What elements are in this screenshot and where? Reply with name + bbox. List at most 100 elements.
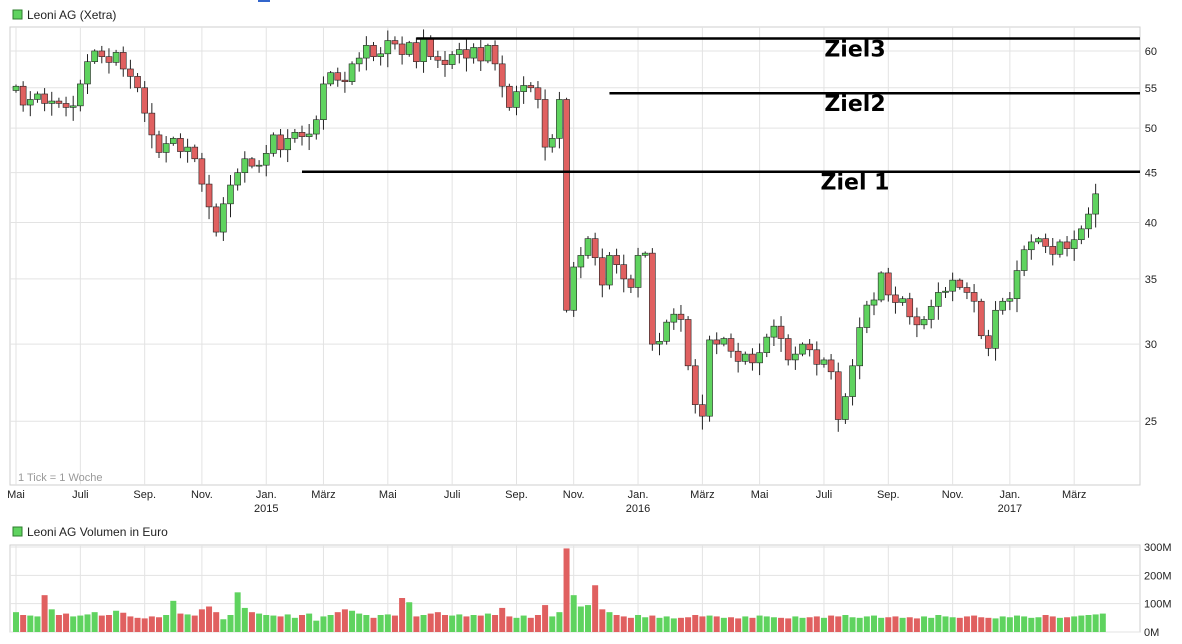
volume-bar: [585, 605, 591, 632]
candle: [534, 81, 542, 109]
x-tick-label: Jan.: [628, 489, 649, 501]
candle: [112, 49, 120, 66]
volume-bar: [463, 616, 470, 632]
volume-bar: [728, 617, 734, 632]
candle-body-up: [927, 306, 935, 320]
volume-bar: [356, 613, 363, 632]
candle-body-down: [591, 238, 599, 259]
candle-body-up: [84, 61, 91, 85]
candle: [513, 85, 520, 116]
candle: [484, 43, 492, 64]
x-tick-label: Juli: [444, 489, 461, 501]
volume-bar: [470, 615, 477, 632]
candle-body-down: [598, 257, 606, 286]
candle: [920, 316, 928, 330]
candle-body-down: [813, 349, 821, 365]
volume-bar: [148, 616, 155, 632]
candle: [34, 91, 41, 103]
candle: [556, 91, 563, 149]
candle: [1006, 291, 1014, 311]
candle: [355, 52, 363, 72]
candle: [177, 133, 184, 159]
candle-body-up: [820, 359, 828, 365]
volume-bar: [427, 613, 434, 632]
volume-bar: [492, 615, 499, 632]
candle: [184, 138, 191, 163]
volume-panel: 0M 100M 200M 300M Leoni AG Volumen in Euro: [9, 525, 1172, 639]
candle: [1092, 183, 1099, 228]
volume-bar: [534, 615, 541, 632]
candle: [270, 132, 277, 157]
candle-body-up: [513, 91, 520, 108]
candle-body-up: [305, 133, 313, 137]
candle-body-up: [320, 83, 327, 121]
volume-bar: [163, 615, 170, 632]
volume-bar: [921, 616, 928, 632]
candle-body-up: [291, 132, 299, 139]
candle-body-up: [484, 45, 492, 62]
candle: [827, 354, 835, 380]
candle-body-up: [548, 138, 556, 148]
candle: [98, 45, 106, 64]
candle: [820, 357, 828, 368]
x-year-label: 2015: [254, 503, 278, 515]
candle-body-up: [69, 105, 77, 108]
candle: [341, 71, 349, 93]
candle-body-down: [620, 264, 628, 280]
candle-body-up: [663, 321, 670, 342]
volume-bar: [277, 616, 284, 632]
volume-bar: [756, 615, 763, 632]
x-year-label: 2017: [998, 503, 1022, 515]
volume-bar: [635, 615, 642, 632]
candle-body-up: [1070, 239, 1078, 249]
candle: [985, 329, 992, 357]
volume-bar: [220, 619, 227, 632]
candle: [405, 40, 413, 57]
volume-bar: [306, 613, 313, 632]
volume-bar: [1092, 614, 1099, 632]
candle: [684, 316, 692, 371]
candle: [763, 333, 771, 358]
candle: [606, 252, 613, 290]
volume-bar: [341, 609, 348, 632]
volume-bar: [248, 612, 255, 632]
candle: [248, 157, 256, 169]
volume-bar: [34, 616, 41, 632]
volume-bar: [677, 617, 684, 632]
candle: [713, 332, 721, 355]
candle: [856, 317, 864, 380]
candle: [620, 254, 628, 293]
volume-bar: [113, 610, 120, 632]
candle: [1013, 260, 1021, 313]
candle-body-up: [234, 172, 241, 186]
candle: [119, 46, 127, 77]
volume-bar: [685, 617, 692, 632]
candle-body-down: [191, 146, 199, 160]
candle: [413, 37, 420, 69]
candle: [942, 286, 949, 298]
candle: [363, 36, 370, 71]
volume-bar: [391, 615, 398, 632]
candle-body-down: [177, 138, 184, 152]
candle-body-up: [1028, 241, 1035, 251]
candle-body-up: [949, 279, 956, 292]
candle-body-up: [763, 336, 771, 353]
volume-bar: [627, 617, 634, 632]
candle-body-up: [327, 72, 334, 85]
candle-body-up: [48, 100, 56, 104]
candle: [906, 292, 914, 325]
volume-bar: [849, 617, 856, 632]
price-legend-label: Leoni AG (Xetra): [27, 8, 116, 22]
candle: [298, 125, 306, 146]
volume-bar: [856, 617, 863, 632]
candle: [756, 343, 763, 376]
volume-bar: [263, 615, 270, 632]
volume-bar: [127, 616, 134, 632]
candle: [999, 297, 1007, 315]
candle-body-down: [527, 85, 535, 89]
candle-body-up: [26, 99, 34, 106]
candle-body-up: [220, 203, 227, 233]
volume-bar: [971, 615, 978, 632]
price-y-tick-label: 50: [1145, 123, 1157, 135]
candle: [884, 267, 892, 302]
